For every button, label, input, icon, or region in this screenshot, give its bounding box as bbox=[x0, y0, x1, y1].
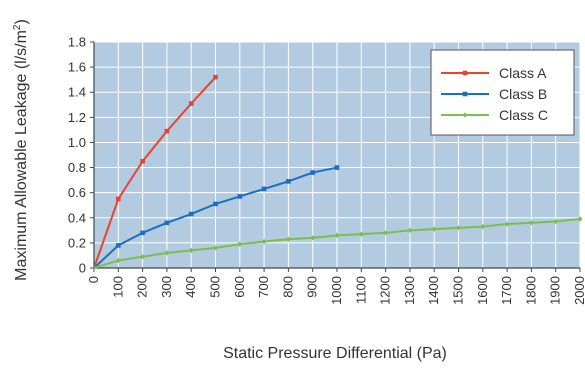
y-tick-label: 1.8 bbox=[68, 35, 86, 50]
series-class-c bbox=[93, 216, 583, 269]
x-tick-label: 900 bbox=[305, 276, 320, 298]
tick-labels: 0 0.2 0.4 0.6 0.8 1.0 1.2 1.4 1.6 1.8 0 100 200 300 40… bbox=[68, 35, 585, 305]
y-tick-label: 0.8 bbox=[68, 160, 86, 175]
data-point bbox=[358, 231, 364, 237]
data-point bbox=[164, 128, 170, 134]
data-point bbox=[334, 232, 340, 238]
data-point bbox=[213, 201, 218, 207]
legend-item-class-a: Class A bbox=[441, 65, 547, 81]
legend-marker bbox=[462, 70, 468, 76]
x-tick-label: 1200 bbox=[378, 276, 393, 305]
data-point bbox=[188, 101, 194, 106]
legend-marker bbox=[462, 91, 468, 97]
x-tick-label: 1100 bbox=[353, 276, 368, 304]
x-tick-label: 200 bbox=[135, 276, 150, 298]
data-point bbox=[261, 239, 267, 245]
legend-label: Class B bbox=[499, 86, 547, 102]
data-point bbox=[528, 220, 534, 226]
y-tick-label: 0.4 bbox=[68, 210, 86, 225]
data-point bbox=[212, 245, 219, 251]
axes bbox=[90, 41, 581, 272]
x-tick-label: 1400 bbox=[426, 276, 441, 305]
data-point bbox=[164, 250, 170, 256]
x-tick-label: 100 bbox=[110, 276, 125, 298]
x-tick-label: 2000 bbox=[572, 276, 585, 305]
data-point bbox=[310, 170, 315, 175]
y-tick-label: 1.4 bbox=[68, 85, 86, 100]
data-point bbox=[140, 230, 145, 236]
x-tick-label: 1600 bbox=[475, 276, 490, 305]
series-line-class-a bbox=[93, 76, 217, 269]
x-tick-label: 1700 bbox=[499, 276, 514, 305]
data-point bbox=[504, 221, 510, 227]
x-axis-title: Static Pressure Differential (Pa) bbox=[223, 345, 447, 362]
data-point bbox=[213, 74, 218, 80]
data-point bbox=[116, 196, 121, 202]
data-point bbox=[164, 220, 170, 226]
data-point bbox=[115, 257, 121, 264]
x-tick-label: 1800 bbox=[523, 276, 538, 305]
y-tick-label: 1.2 bbox=[68, 110, 86, 125]
x-tick-label: 700 bbox=[256, 276, 271, 298]
x-tick-label: 1900 bbox=[548, 276, 563, 305]
data-point bbox=[577, 216, 583, 222]
data-point bbox=[261, 186, 267, 192]
legend-marker bbox=[462, 112, 468, 118]
legend-label: Class A bbox=[499, 65, 547, 81]
y-axis-title-close: ) bbox=[13, 19, 30, 24]
x-tick-label: 500 bbox=[208, 276, 223, 298]
y-axis-title-text: Maximum Allowable Leakage (l/s/m bbox=[13, 30, 30, 281]
y-axis-title-superscript: 2 bbox=[12, 24, 23, 30]
data-point bbox=[237, 194, 243, 199]
data-point bbox=[140, 158, 145, 164]
data-point bbox=[285, 236, 291, 242]
y-axis-title: Maximum Allowable Leakage (l/s/m2) bbox=[12, 19, 30, 281]
data-point bbox=[188, 247, 194, 254]
legend: Class A Class B Class C bbox=[430, 49, 575, 136]
x-tick-label: 1500 bbox=[451, 276, 466, 305]
y-tick-label: 0 bbox=[79, 261, 86, 276]
x-tick-label: 0 bbox=[86, 276, 101, 283]
y-tick-label: 0.6 bbox=[68, 185, 86, 200]
data-point bbox=[383, 230, 389, 236]
legend-box bbox=[430, 49, 575, 136]
data-point bbox=[431, 226, 437, 232]
x-tick-label: 300 bbox=[159, 276, 174, 298]
data-point bbox=[310, 235, 316, 241]
series-class-a bbox=[93, 74, 218, 269]
data-point bbox=[455, 225, 462, 231]
data-point bbox=[140, 254, 146, 260]
legend-item-class-c: Class C bbox=[441, 107, 548, 123]
legend-item-class-b: Class B bbox=[441, 86, 547, 102]
series-lines bbox=[93, 74, 583, 269]
data-point bbox=[334, 165, 340, 170]
x-tick-label: 1000 bbox=[329, 276, 344, 305]
x-tick-label: 1300 bbox=[402, 276, 417, 305]
x-tick-label: 800 bbox=[280, 276, 295, 298]
y-tick-label: 1.6 bbox=[68, 60, 86, 75]
data-point bbox=[480, 223, 486, 230]
data-point bbox=[286, 179, 291, 184]
series-class-b bbox=[93, 165, 340, 269]
legend-label: Class C bbox=[499, 107, 548, 123]
y-tick-label: 0.2 bbox=[68, 235, 86, 250]
data-point bbox=[237, 241, 243, 247]
data-point bbox=[116, 243, 121, 248]
data-point bbox=[188, 211, 194, 217]
y-tick-label: 1.0 bbox=[68, 135, 86, 150]
data-point bbox=[407, 227, 413, 233]
x-tick-label: 600 bbox=[232, 276, 247, 298]
data-point bbox=[553, 218, 559, 225]
x-tick-label: 400 bbox=[183, 276, 198, 298]
